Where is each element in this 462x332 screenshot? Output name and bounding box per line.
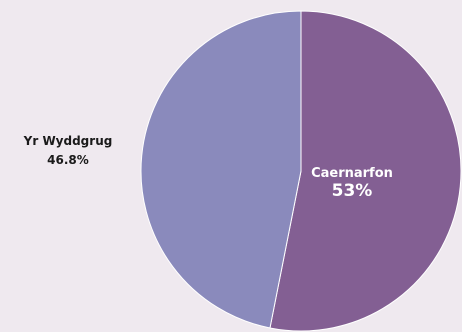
slice-value-yr-wyddgrug: 46.8% [47, 153, 89, 167]
slice-label-caernarfon: Caernarfon [311, 166, 393, 181]
pie-slices [140, 10, 462, 332]
slice-value-caernarfon: 53% [332, 181, 373, 201]
pie-slice-yr-wyddgrug [140, 10, 302, 329]
pie-labels: Caernarfon 53% Yr Wyddgrug 46.8% [23, 134, 393, 201]
slice-label-yr-wyddgrug: Yr Wyddgrug [23, 134, 113, 148]
pie-slice-caernarfon [269, 10, 462, 332]
